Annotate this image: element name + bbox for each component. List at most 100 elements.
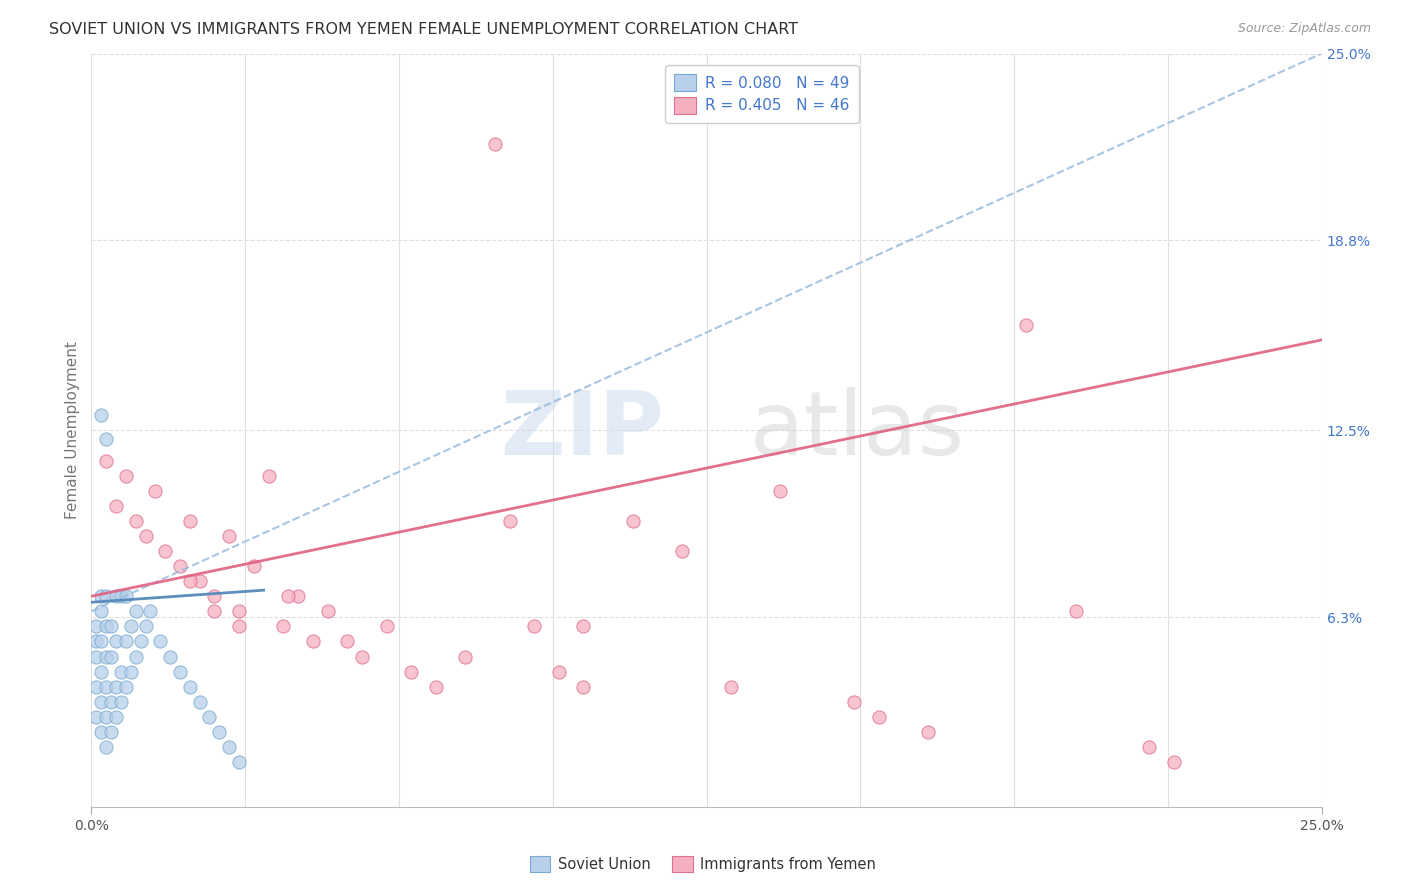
Point <box>1064 604 1087 618</box>
Point <box>114 680 138 694</box>
Point <box>257 468 280 483</box>
Point <box>90 695 112 709</box>
Point <box>1139 739 1161 754</box>
Point <box>100 724 122 739</box>
Point <box>769 483 792 498</box>
Point <box>86 680 108 694</box>
Point <box>149 634 172 648</box>
Point <box>202 589 225 603</box>
Point <box>242 559 264 574</box>
Point <box>316 604 339 618</box>
Point <box>198 710 221 724</box>
Point <box>375 619 398 633</box>
Point <box>228 604 250 618</box>
Point <box>153 544 177 558</box>
Point <box>720 680 742 694</box>
Point <box>572 680 595 694</box>
Point <box>842 695 865 709</box>
Point <box>100 695 122 709</box>
Point <box>1163 755 1185 769</box>
Point <box>145 483 166 498</box>
Point <box>96 739 117 754</box>
Point <box>159 649 181 664</box>
Text: SOVIET UNION VS IMMIGRANTS FROM YEMEN FEMALE UNEMPLOYMENT CORRELATION CHART: SOVIET UNION VS IMMIGRANTS FROM YEMEN FE… <box>49 22 799 37</box>
Point <box>484 136 506 151</box>
Point <box>114 468 138 483</box>
Point <box>139 604 162 618</box>
Point <box>572 619 595 633</box>
Point <box>105 710 127 724</box>
Point <box>100 649 122 664</box>
Point <box>188 695 211 709</box>
Point <box>135 529 156 543</box>
Point <box>90 724 112 739</box>
Point <box>523 619 546 633</box>
Point <box>454 649 477 664</box>
Point <box>218 739 240 754</box>
Point <box>124 514 146 528</box>
Point <box>179 514 201 528</box>
Text: atlas: atlas <box>749 387 965 474</box>
Point <box>86 619 108 633</box>
Point <box>90 665 112 679</box>
Point <box>120 665 142 679</box>
Point <box>671 544 693 558</box>
Point <box>336 634 359 648</box>
Point <box>169 665 191 679</box>
Point <box>228 619 250 633</box>
Point <box>277 589 299 603</box>
Point <box>621 514 644 528</box>
Point <box>110 695 132 709</box>
Text: Source: ZipAtlas.com: Source: ZipAtlas.com <box>1237 22 1371 36</box>
Point <box>188 574 211 589</box>
Point <box>498 514 520 528</box>
Point <box>287 589 309 603</box>
Point <box>169 559 191 574</box>
Point <box>301 634 323 648</box>
Point <box>218 529 240 543</box>
Point <box>90 634 112 648</box>
Point <box>96 680 117 694</box>
Point <box>114 634 138 648</box>
Point <box>105 499 127 513</box>
Point <box>271 619 295 633</box>
Point <box>100 619 122 633</box>
Point <box>105 634 127 648</box>
Point <box>868 710 890 724</box>
Point <box>352 649 374 664</box>
Point <box>96 710 117 724</box>
Point <box>202 604 225 618</box>
Point <box>90 604 112 618</box>
Point <box>124 604 146 618</box>
Point <box>110 589 132 603</box>
Point <box>135 619 156 633</box>
Point <box>96 649 117 664</box>
Point <box>90 409 112 423</box>
Text: ZIP: ZIP <box>501 387 664 474</box>
Point <box>96 619 117 633</box>
Point <box>96 453 117 467</box>
Point <box>105 589 127 603</box>
Point <box>228 755 250 769</box>
Point <box>110 665 132 679</box>
Point <box>399 665 422 679</box>
Point <box>96 589 117 603</box>
Point <box>105 680 127 694</box>
Point <box>1015 318 1038 332</box>
Point <box>86 710 108 724</box>
Point <box>114 589 138 603</box>
Point <box>547 665 569 679</box>
Point <box>208 724 231 739</box>
Point <box>425 680 447 694</box>
Point <box>86 649 108 664</box>
Point <box>179 680 201 694</box>
Point <box>179 574 201 589</box>
Legend: R = 0.080   N = 49, R = 0.405   N = 46: R = 0.080 N = 49, R = 0.405 N = 46 <box>665 65 859 123</box>
Point <box>90 589 112 603</box>
Point <box>917 724 939 739</box>
Point <box>124 649 146 664</box>
Point <box>86 634 108 648</box>
Point <box>96 433 117 447</box>
Point <box>129 634 152 648</box>
Y-axis label: Female Unemployment: Female Unemployment <box>65 342 80 519</box>
